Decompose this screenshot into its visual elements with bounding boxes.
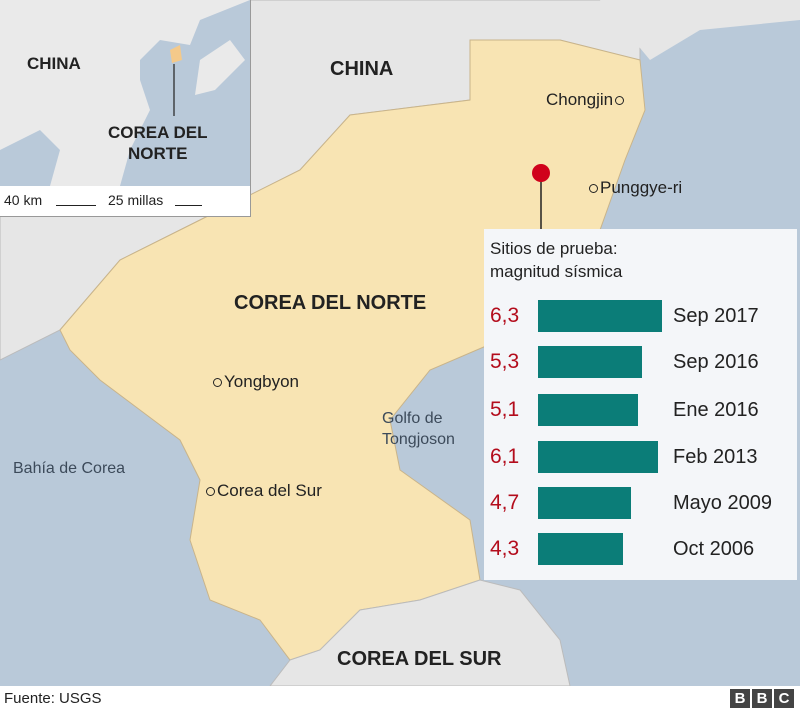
value-label: 6,1 — [490, 445, 520, 468]
city-dot-icon — [206, 487, 215, 497]
south-korea-land — [269, 579, 571, 686]
inset-label-china: CHINA — [27, 54, 81, 73]
inset-label-north-korea: COREA DEL NORTE — [108, 122, 208, 164]
city-dot-icon — [213, 378, 222, 388]
bar — [538, 533, 623, 565]
bar — [538, 441, 659, 473]
city-corea-del-sur: Corea del Sur — [204, 481, 322, 501]
chart-row: 6,1 Feb 2013 — [484, 441, 797, 475]
footer: Fuente: USGS B B C — [0, 686, 800, 711]
value-label: 6,3 — [490, 304, 520, 327]
city-label: Punggye-ri — [600, 178, 683, 197]
seismic-chart-panel: Sitios de prueba: magnitud sísmica 6,3 Sep… — [484, 229, 797, 580]
inset-nk-line2: NORTE — [128, 144, 188, 163]
date-label: Sep 2016 — [673, 351, 759, 373]
chart-row: 4,7 Mayo 2009 — [484, 487, 797, 521]
city-punggye-ri: Punggye-ri — [587, 178, 682, 198]
source-text: Fuente: USGS — [4, 690, 102, 707]
scale-miles-line — [175, 205, 202, 206]
bar — [538, 394, 639, 426]
city-dot-icon — [615, 96, 625, 106]
city-label: Corea del Sur — [217, 481, 322, 500]
value-label: 4,3 — [490, 537, 520, 560]
chart-title-line1: Sitios de prueba: — [490, 239, 618, 258]
date-label: Ene 2016 — [673, 399, 759, 421]
label-china: CHINA — [330, 58, 394, 80]
chart-row: 6,3 Sep 2017 — [484, 300, 797, 334]
city-yongbyon: Yongbyon — [211, 372, 299, 392]
date-label: Sep 2017 — [673, 305, 759, 327]
city-dot-icon — [589, 184, 598, 194]
label-gulf: Golfo de Tongjoson — [382, 408, 455, 450]
bar — [538, 300, 663, 332]
value-label: 4,7 — [490, 491, 520, 514]
scale-km-line — [56, 205, 96, 206]
bbc-logo: B B C — [730, 689, 794, 708]
chart-title: Sitios de prueba: magnitud sísmica — [490, 237, 622, 283]
gulf-line2: Tongjoson — [382, 431, 455, 448]
scale-miles: 25 millas — [108, 192, 164, 208]
logo-letter: B — [730, 689, 750, 708]
city-chongjin: Chongjin — [546, 90, 626, 110]
russia-coast-land — [600, 0, 800, 60]
inset-map — [0, 0, 250, 186]
chart-row: 5,3 Sep 2016 — [484, 346, 797, 380]
label-south-korea: COREA DEL SUR — [337, 648, 502, 670]
date-label: Oct 2006 — [673, 538, 755, 560]
value-label: 5,1 — [490, 398, 520, 421]
logo-letter: B — [752, 689, 772, 708]
bar — [538, 346, 643, 378]
chart-row: 4,3 Oct 2006 — [484, 533, 797, 567]
inset-nk-line1: COREA DEL — [108, 123, 208, 142]
bar — [538, 487, 631, 519]
date-label: Feb 2013 — [673, 446, 758, 468]
city-label: Chongjin — [546, 90, 614, 109]
test-site-marker[interactable] — [532, 164, 550, 182]
value-label: 5,3 — [490, 350, 520, 373]
scale-km: 40 km — [4, 192, 43, 208]
label-bay-of-korea: Bahía de Corea — [13, 460, 126, 477]
logo-letter: C — [774, 689, 794, 708]
city-label: Yongbyon — [224, 372, 300, 391]
label-north-korea: COREA DEL NORTE — [234, 292, 427, 314]
chart-row: 5,1 Ene 2016 — [484, 394, 797, 428]
date-label: Mayo 2009 — [673, 492, 772, 514]
gulf-line1: Golfo de — [382, 410, 443, 427]
locator-inset: CHINA COREA DEL NORTE 40 km 25 millas — [0, 0, 251, 217]
scale-bar: 40 km 25 millas — [0, 186, 250, 216]
chart-title-line2: magnitud sísmica — [490, 262, 623, 281]
